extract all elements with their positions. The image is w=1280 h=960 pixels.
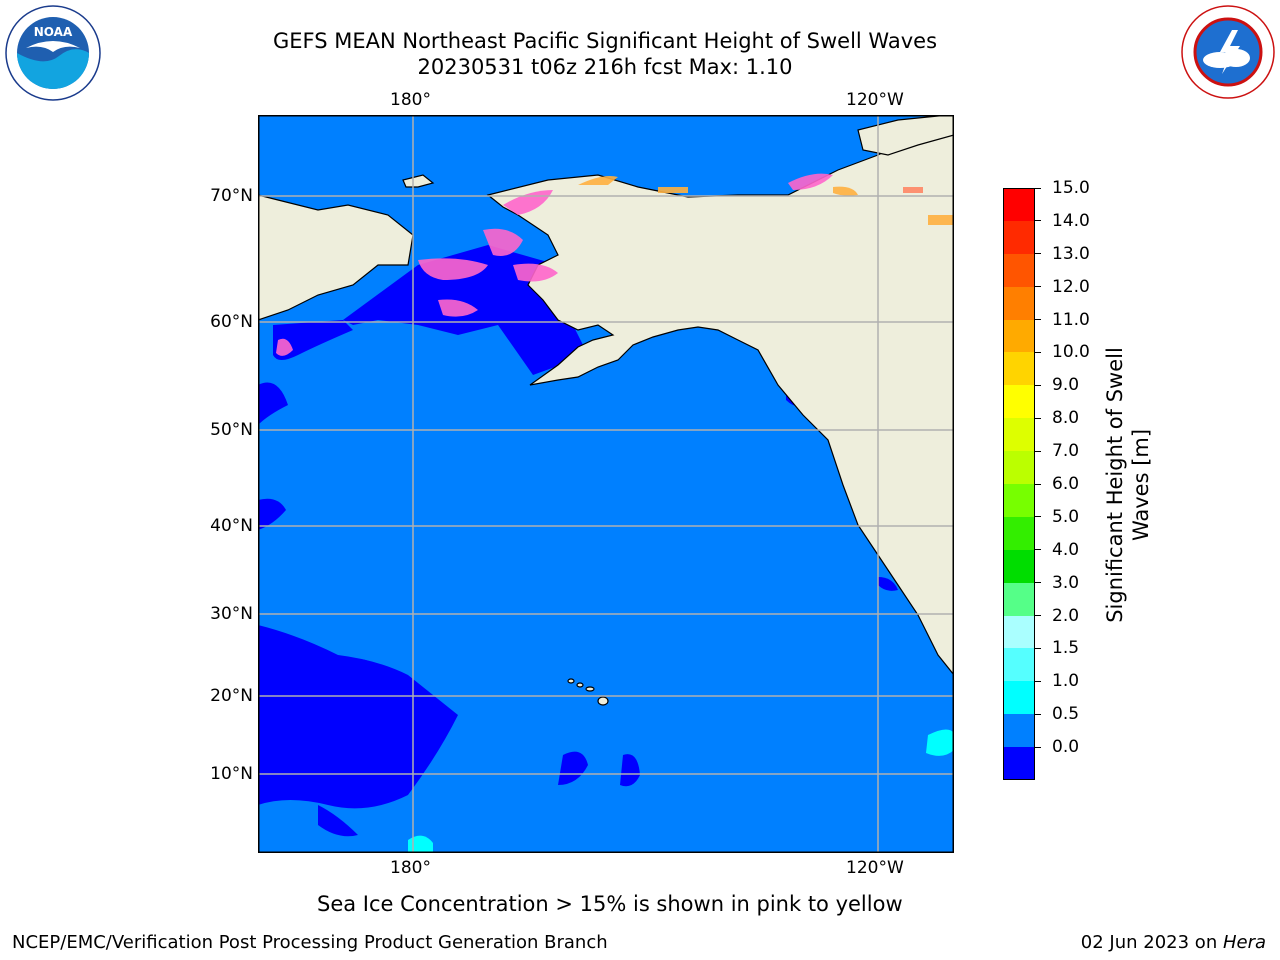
colorbar-cell [1003, 418, 1035, 452]
colorbar-cell [1003, 615, 1035, 649]
colorbar-cell [1003, 484, 1035, 517]
colorbar-tick-label: 10.0 [1052, 342, 1090, 363]
colorbar-tick-mark [1035, 286, 1041, 288]
sea-ice [276, 173, 954, 356]
colorbar-tick-mark [1035, 253, 1041, 255]
colorbar-tick-label: 7.0 [1052, 441, 1080, 462]
colorbar-tick-mark [1035, 384, 1041, 386]
colorbar-tick-mark [1035, 417, 1041, 419]
graticule [258, 115, 954, 853]
colorbar-tick-label: 6.0 [1052, 474, 1080, 494]
colorbar-cell [1003, 516, 1035, 550]
colorbar-label-line2: Waves [m] [1129, 428, 1153, 542]
colorbar-tick-label: 1.0 [1052, 671, 1080, 692]
colorbar-tick-mark [1035, 319, 1041, 321]
top-lon-label-180: 180° [390, 90, 431, 110]
colorbar-tick-label: 4.0 [1052, 539, 1080, 560]
colorbar-tick-mark [1035, 450, 1041, 452]
colorbar-tick-mark [1035, 680, 1041, 682]
colorbar-cell [1003, 220, 1035, 254]
footer-date-text: 02 Jun 2023 on [1080, 932, 1223, 953]
footer-credit: NCEP/EMC/Verification Post Processing Pr… [12, 932, 608, 953]
lat-label-10n: 10°N [210, 764, 253, 784]
nws-logo [1180, 4, 1276, 100]
colorbar-tick-mark [1035, 746, 1041, 748]
colorbar-tick-label: 0.5 [1052, 704, 1080, 725]
colorbar-tick-label: 1.5 [1052, 638, 1080, 659]
colorbar-tick-mark [1035, 351, 1041, 353]
colorbar-cell [1003, 681, 1035, 715]
colorbar-tick-mark [1035, 615, 1041, 617]
colorbar-cell [1003, 714, 1035, 748]
colorbar-tick-mark [1035, 582, 1041, 584]
colorbar-tick-mark [1035, 647, 1041, 649]
map-subtitle: 20230531 t06z 216h fcst Max: 1.10 [417, 55, 793, 79]
colorbar-tick-mark [1035, 713, 1041, 715]
colorbar-label-line1: Significant Height of Swell [1103, 347, 1127, 623]
colorbar-cell [1003, 648, 1035, 682]
colorbar-cell [1003, 385, 1035, 419]
colorbar-tick-label: 3.0 [1052, 572, 1080, 593]
colorbar-cell [1003, 188, 1035, 221]
colorbar-tick-label: 14.0 [1052, 210, 1090, 231]
colorbar-cell [1003, 352, 1035, 386]
lat-label-20n: 20°N [210, 686, 253, 706]
lat-label-50n: 50°N [210, 420, 253, 440]
colorbar-tick-label: 0.0 [1052, 737, 1080, 758]
colorbar-tick-label: 8.0 [1052, 408, 1080, 429]
bottom-lon-label-120w: 120°W [846, 858, 904, 878]
lat-label-70n: 70°N [210, 186, 253, 206]
colorbar-cell [1003, 319, 1035, 353]
map-title: GEFS MEAN Northeast Pacific Significant … [272, 29, 938, 53]
colorbar-tick-mark [1035, 220, 1041, 222]
footer-date: 02 Jun 2023 on Hera [1081, 932, 1266, 954]
bottom-lon-label-180: 180° [390, 858, 431, 878]
colorbar-cell [1003, 747, 1035, 781]
noaa-logo: NOAA [4, 4, 102, 102]
colorbar [1003, 188, 1035, 781]
footer-host: Hera [1222, 932, 1266, 953]
land-siberia [258, 194, 414, 321]
low-swell-west-pacific [258, 625, 458, 809]
colorbar-tick-mark [1035, 187, 1041, 189]
colorbar-tick-mark [1035, 516, 1041, 518]
sea-ice-note: Sea Ice Concentration > 15% is shown in … [317, 892, 903, 916]
colorbar-tick-label: 12.0 [1052, 276, 1090, 297]
lat-label-60n: 60°N [210, 312, 253, 332]
top-lon-label-120w: 120°W [846, 90, 904, 110]
colorbar-tick-label: 13.0 [1052, 243, 1090, 264]
colorbar-tick-mark [1035, 483, 1041, 485]
lat-label-30n: 30°N [210, 604, 253, 624]
svg-text:NOAA: NOAA [34, 25, 73, 39]
hawaii-islands [567, 678, 609, 706]
colorbar-tick-mark [1035, 549, 1041, 551]
colorbar-cell [1003, 582, 1035, 616]
colorbar-tick-label: 11.0 [1052, 309, 1090, 330]
cyan-patch-east [926, 729, 954, 756]
cyan-patch-south [408, 835, 433, 853]
lat-label-40n: 40°N [210, 516, 253, 536]
colorbar-cell [1003, 286, 1035, 320]
colorbar-tick-label: 5.0 [1052, 506, 1080, 527]
colorbar-cell [1003, 451, 1035, 485]
colorbar-tick-label: 15.0 [1052, 178, 1090, 198]
map-panel [258, 115, 954, 853]
colorbar-tick-label: 2.0 [1052, 605, 1080, 626]
colorbar-cell [1003, 549, 1035, 583]
colorbar-tick-label: 9.0 [1052, 375, 1080, 396]
colorbar-cell [1003, 253, 1035, 287]
